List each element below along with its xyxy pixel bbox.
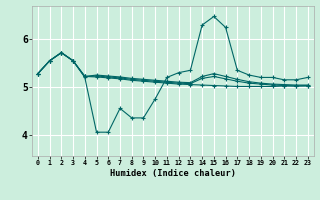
X-axis label: Humidex (Indice chaleur): Humidex (Indice chaleur) — [110, 169, 236, 178]
